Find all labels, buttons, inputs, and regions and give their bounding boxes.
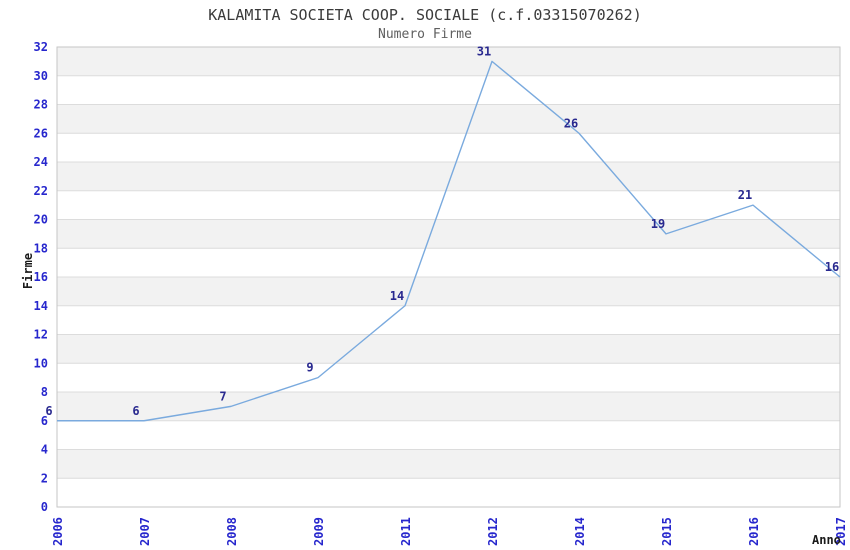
y-tick-label: 0 [41, 500, 48, 514]
y-tick-label: 20 [34, 213, 48, 227]
plot-band [57, 219, 840, 249]
data-point-label: 26 [564, 116, 578, 130]
x-tick-label: 2008 [225, 517, 239, 546]
y-tick-label: 28 [34, 98, 48, 112]
y-tick-label: 24 [34, 155, 48, 169]
x-tick-label: 2009 [312, 517, 326, 546]
y-tick-label: 2 [41, 471, 48, 485]
y-tick-label: 18 [34, 241, 48, 255]
data-point-label: 7 [219, 389, 226, 403]
x-tick-label: 2016 [747, 517, 761, 546]
data-point-label: 19 [651, 217, 665, 231]
plot-band [57, 277, 840, 306]
data-point-label: 31 [477, 44, 491, 58]
x-tick-label: 2014 [573, 517, 587, 546]
y-tick-label: 6 [41, 414, 48, 428]
chart-title: KALAMITA SOCIETA COOP. SOCIALE (c.f.0331… [208, 6, 642, 24]
y-tick-label: 16 [34, 270, 48, 284]
data-point-label: 21 [738, 188, 752, 202]
y-tick-label: 4 [41, 443, 48, 457]
x-tick-label: 2011 [399, 517, 413, 546]
plot-band [57, 334, 840, 364]
x-tick-label: 2007 [138, 517, 152, 546]
y-tick-label: 12 [34, 328, 48, 342]
y-tick-label: 8 [41, 385, 48, 399]
plot-band [57, 47, 840, 76]
data-point-label: 9 [306, 361, 313, 375]
y-tick-label: 22 [34, 184, 48, 198]
data-point-label: 14 [390, 289, 404, 303]
data-point-label: 6 [45, 404, 52, 418]
x-tick-label: 2015 [660, 517, 674, 546]
x-tick-label: 2006 [51, 517, 65, 546]
x-axis-title: Anno [812, 533, 841, 547]
y-tick-label: 32 [34, 40, 48, 54]
y-tick-label: 30 [34, 69, 48, 83]
chart-subtitle: Numero Firme [378, 27, 472, 42]
data-point-label: 6 [132, 404, 139, 418]
y-tick-label: 26 [34, 126, 48, 140]
plot-band [57, 104, 840, 134]
y-tick-label: 10 [34, 356, 48, 370]
x-tick-label: 2017 [834, 517, 848, 546]
firme-line-series [57, 60, 841, 422]
plot-band [57, 449, 840, 479]
plot-band [57, 392, 840, 421]
x-tick-label: 2012 [486, 517, 500, 546]
y-tick-label: 14 [34, 299, 48, 313]
plot-band [57, 162, 840, 191]
data-point-label: 16 [825, 260, 839, 274]
